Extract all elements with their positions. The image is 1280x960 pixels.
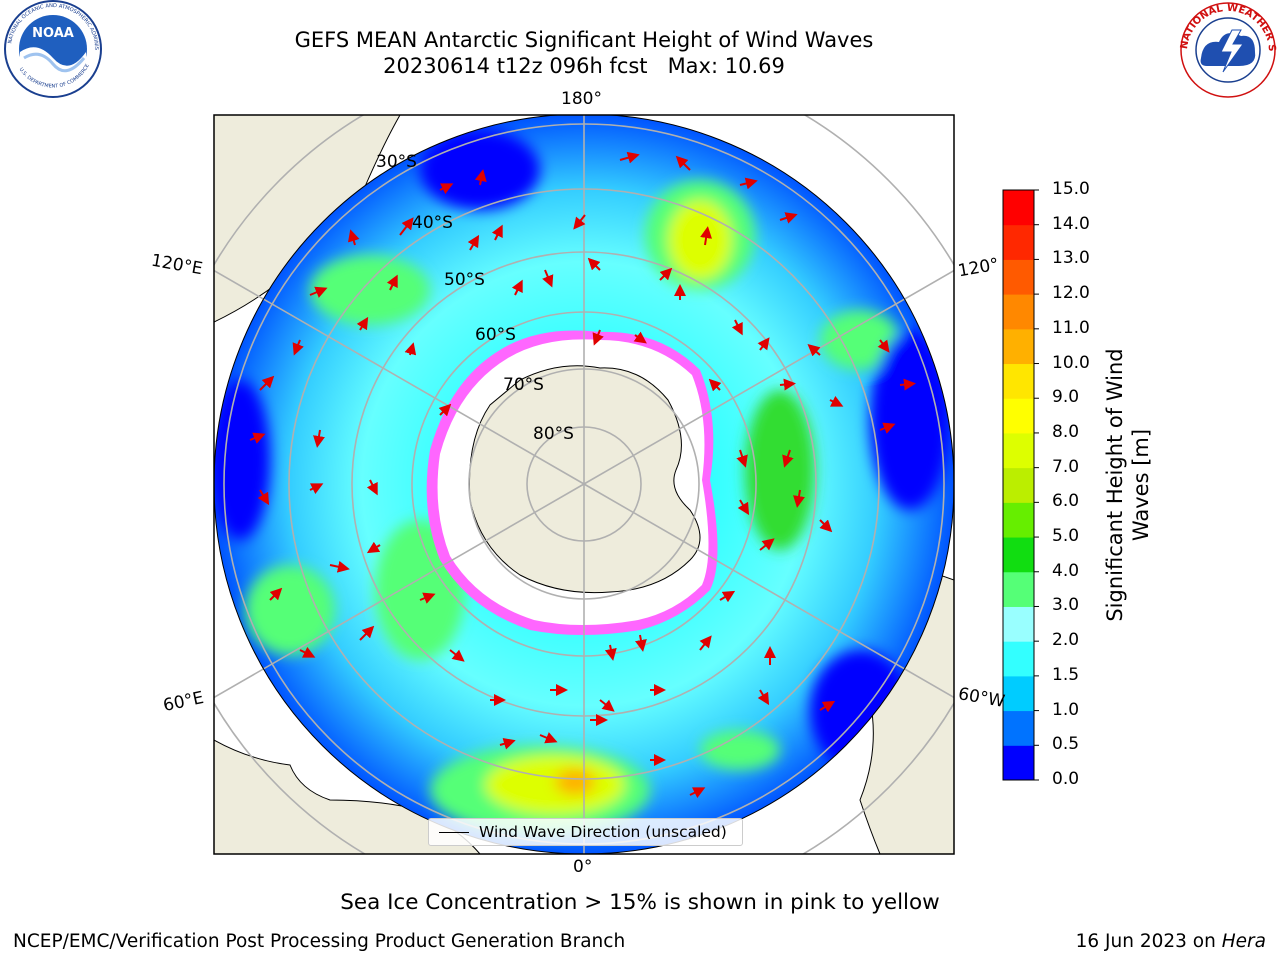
footer-date: 16 Jun 2023 on Hera bbox=[1076, 931, 1266, 952]
title-line-1: GEFS MEAN Antarctic Significant Height o… bbox=[294, 28, 874, 52]
colorbar-tick-label: 8.0 bbox=[1052, 421, 1080, 442]
colorbar-bin bbox=[1003, 641, 1034, 677]
lon-label-0: 0° bbox=[573, 857, 593, 877]
legend-label: Wind Wave Direction (unscaled) bbox=[479, 823, 727, 841]
colorbar-bin bbox=[1003, 606, 1034, 642]
colorbar-bin bbox=[1003, 224, 1034, 260]
colorbar-bin bbox=[1003, 571, 1034, 607]
colorbar-tick-label: 12.0 bbox=[1052, 283, 1090, 304]
wave-height-field bbox=[214, 115, 954, 854]
colorbar-tick-label: 3.0 bbox=[1052, 595, 1080, 616]
nws-logo: NATIONAL WEATHER SERVICE bbox=[1177, 0, 1277, 98]
colorbar-tick-label: 13.0 bbox=[1052, 248, 1090, 269]
colorbar-bin bbox=[1003, 328, 1034, 365]
map-legend: Wind Wave Direction (unscaled) bbox=[428, 818, 743, 846]
footer-branch: NCEP/EMC/Verification Post Processing Pr… bbox=[13, 931, 626, 952]
colorbar-tick-label: 2.0 bbox=[1052, 630, 1080, 651]
footer-date-text: 16 Jun 2023 on bbox=[1075, 931, 1222, 952]
colorbar-bin bbox=[1003, 745, 1034, 781]
lat-label-30s: 30°S bbox=[376, 152, 417, 172]
colorbar-frame bbox=[1002, 189, 1035, 781]
lat-label-70s: 70°S bbox=[503, 375, 544, 395]
colorbar-tick-label: 0.0 bbox=[1052, 769, 1080, 789]
colorbar-tick-label: 1.0 bbox=[1052, 699, 1080, 720]
legend-line-swatch bbox=[439, 832, 469, 833]
sea-ice-caption: Sea Ice Concentration > 15% is shown in … bbox=[340, 890, 940, 915]
colorbar-bin bbox=[1003, 432, 1034, 469]
colorbar-tick-label: 7.0 bbox=[1052, 456, 1080, 477]
wind-wave-arrows bbox=[249, 151, 916, 799]
colorbar-tick-label: 14.0 bbox=[1052, 213, 1090, 234]
colorbar-tick-label: 10.0 bbox=[1052, 352, 1090, 373]
title-line-2: 20230614 t12z 096h fcst Max: 10.69 bbox=[383, 54, 785, 78]
colorbar-bin bbox=[1003, 537, 1034, 573]
noaa-logo: NOAA NATIONAL OCEANIC AND ATMOSPHERIC AD… bbox=[2, 0, 102, 98]
colorbar-tick-label: 1.5 bbox=[1052, 664, 1080, 685]
lat-label-50s: 50°S bbox=[444, 270, 485, 290]
colorbar-tick-label: 4.0 bbox=[1052, 560, 1080, 581]
colorbar-bin bbox=[1003, 259, 1034, 295]
map-area bbox=[214, 115, 954, 854]
lat-label-80s: 80°S bbox=[533, 424, 574, 444]
colorbar-bin bbox=[1003, 294, 1034, 330]
colorbar-tick-label: 6.0 bbox=[1052, 491, 1080, 512]
colorbar bbox=[1002, 189, 1039, 781]
colorbar-bin bbox=[1003, 502, 1034, 538]
colorbar-tick-label: 15.0 bbox=[1052, 179, 1090, 199]
svg-text:NOAA: NOAA bbox=[32, 26, 74, 41]
lat-label-40s: 40°S bbox=[412, 213, 453, 233]
colorbar-tick-label: 11.0 bbox=[1052, 317, 1090, 338]
colorbar-bin bbox=[1003, 363, 1034, 399]
colorbar-tick-label: 0.5 bbox=[1052, 734, 1080, 755]
lon-label-180: 180° bbox=[561, 89, 602, 109]
colorbar-bin bbox=[1003, 675, 1034, 712]
colorbar-tick-label: 9.0 bbox=[1052, 387, 1080, 408]
map-frame bbox=[213, 114, 955, 855]
colorbar-bin bbox=[1003, 710, 1034, 746]
colorbar-bin bbox=[1003, 190, 1034, 226]
colorbar-bin bbox=[1003, 398, 1034, 434]
colorbar-title: Significant Height of Wind Waves [m] bbox=[1103, 348, 1153, 622]
colorbar-tick-label: 5.0 bbox=[1052, 526, 1080, 547]
chart-title: GEFS MEAN Antarctic Significant Height o… bbox=[184, 27, 984, 79]
footer-machine: Hera bbox=[1221, 931, 1266, 952]
colorbar-bin bbox=[1003, 467, 1034, 503]
lat-label-60s: 60°S bbox=[475, 325, 516, 345]
